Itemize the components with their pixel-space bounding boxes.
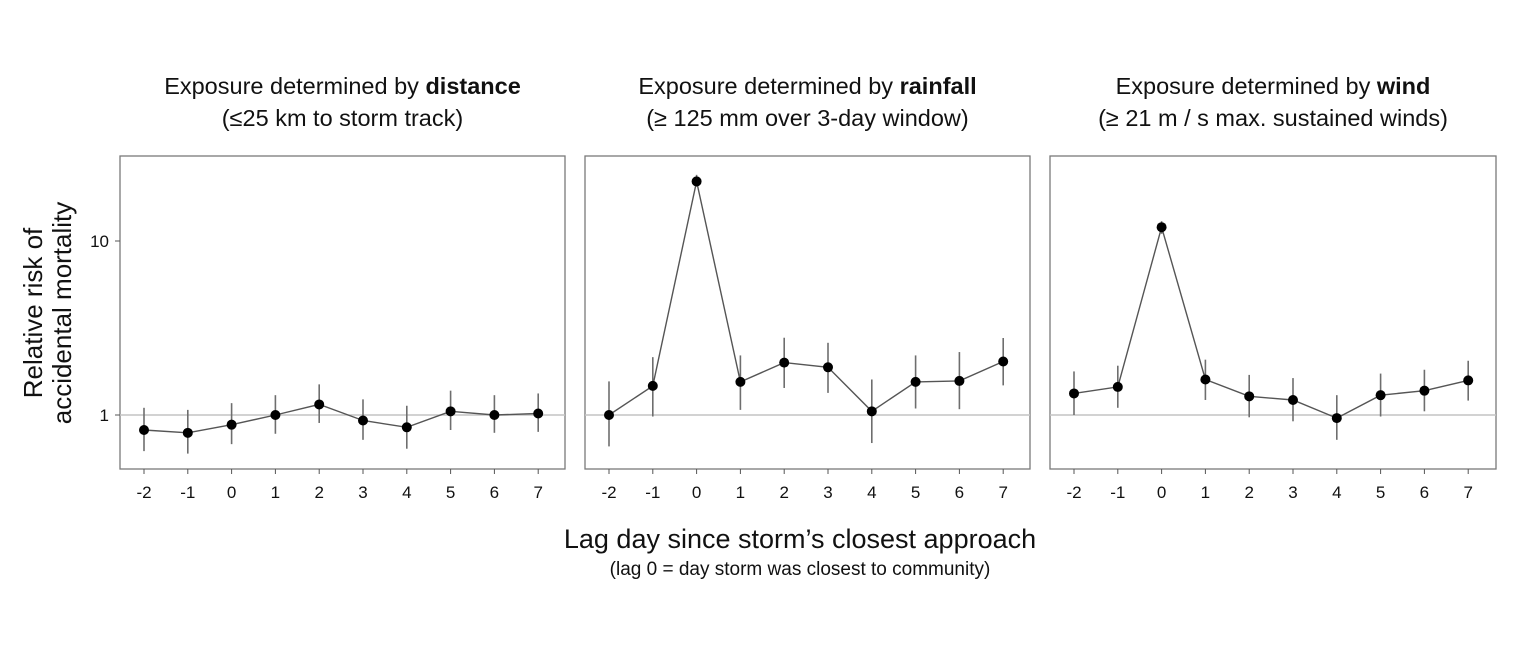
panel-title: Exposure determined by rainfall	[638, 73, 976, 99]
data-point	[1288, 394, 1298, 405]
data-point	[691, 176, 702, 187]
x-tick-label: 4	[867, 483, 876, 502]
data-point	[1463, 375, 1474, 386]
x-tick-label: 4	[1332, 483, 1341, 502]
data-point	[1156, 222, 1167, 233]
y-tick-label: 1	[100, 406, 109, 425]
data-point	[910, 376, 921, 387]
x-tick-label: -1	[1110, 483, 1125, 502]
x-tick-label: 2	[314, 483, 323, 502]
data-point	[314, 399, 325, 410]
x-tick-label: 4	[402, 483, 411, 502]
x-tick-label: -2	[1066, 483, 1081, 502]
data-point	[998, 356, 1009, 367]
data-point	[1331, 413, 1342, 424]
data-point	[1244, 391, 1255, 402]
x-tick-label: 1	[1201, 483, 1210, 502]
x-tick-label: -2	[136, 483, 151, 502]
data-point	[1375, 390, 1386, 401]
series-line	[608, 181, 1004, 416]
data-point	[1112, 381, 1123, 392]
data-point	[604, 410, 614, 420]
x-tick-label: 7	[998, 483, 1007, 502]
data-point	[866, 406, 877, 417]
data-point	[182, 427, 193, 438]
x-tick-label: 3	[823, 483, 832, 502]
panel-wind: Exposure determined by wind (≥ 21 m / s m…	[1049, 73, 1497, 502]
x-tick-label: -1	[645, 483, 660, 502]
data-point	[779, 357, 790, 368]
y-axis-label-line2: accidental mortality	[47, 202, 77, 425]
x-tick-label: 1	[271, 483, 280, 502]
x-tick-label: 6	[1420, 483, 1429, 502]
panel-frame	[119, 155, 566, 470]
y-axis-label: Relative risk of accidental mortality	[18, 202, 77, 425]
x-tick-label: 2	[779, 483, 788, 502]
data-point	[647, 380, 658, 391]
x-tick-label: 5	[446, 483, 455, 502]
data-point	[823, 362, 833, 373]
panel-distance: Exposure determined by distance (≤25 km t…	[90, 73, 566, 502]
panel-frame	[1049, 155, 1497, 470]
x-tick-label: -1	[180, 483, 195, 502]
x-tick-label: -2	[601, 483, 616, 502]
data-point	[533, 408, 544, 419]
panel-title: Exposure determined by wind	[1116, 73, 1431, 99]
panel-title-prefix: Exposure determined by	[1116, 73, 1377, 99]
y-tick-label: 10	[90, 232, 109, 251]
x-tick-label: 2	[1244, 483, 1253, 502]
panel-title-prefix: Exposure determined by	[638, 73, 899, 99]
x-tick-label: 3	[358, 483, 367, 502]
x-axis-note: (lag 0 = day storm was closest to commun…	[610, 559, 991, 580]
x-tick-label: 6	[955, 483, 964, 502]
panel-subtitle: (≥ 125 mm over 3-day window)	[646, 105, 968, 131]
data-point	[401, 422, 412, 433]
data-point	[1419, 385, 1430, 396]
data-point	[1069, 388, 1079, 399]
series-line	[1073, 224, 1469, 419]
series-line	[143, 403, 539, 434]
panel-title-bold: rainfall	[900, 73, 977, 99]
y-axis-label-line1: Relative risk of	[18, 227, 48, 398]
panel-title-bold: distance	[425, 73, 520, 99]
data-point	[445, 406, 456, 417]
panel-subtitle: (≤25 km to storm track)	[222, 105, 463, 131]
x-tick-label: 1	[736, 483, 745, 502]
panel-subtitle: (≥ 21 m / s max. sustained winds)	[1098, 105, 1448, 131]
panel-rainfall: Exposure determined by rainfall (≥ 125 mm…	[584, 73, 1031, 502]
x-tick-label: 7	[1463, 483, 1472, 502]
x-tick-label: 7	[533, 483, 542, 502]
data-point	[270, 410, 281, 420]
data-point	[358, 415, 368, 426]
x-axis-label: Lag day since storm’s closest approach	[564, 524, 1036, 554]
data-point	[226, 419, 237, 430]
data-point	[139, 424, 149, 435]
panel-frame	[584, 155, 1031, 470]
panel-title-prefix: Exposure determined by	[164, 73, 425, 99]
panel-title-bold: wind	[1376, 73, 1431, 99]
x-tick-label: 0	[227, 483, 236, 502]
x-tick-label: 5	[911, 483, 920, 502]
data-point	[735, 376, 746, 387]
data-point	[1200, 374, 1211, 385]
x-tick-label: 3	[1288, 483, 1297, 502]
x-tick-label: 0	[1157, 483, 1166, 502]
panel-title: Exposure determined by distance	[164, 73, 521, 99]
data-point	[489, 410, 500, 420]
data-point	[954, 375, 965, 386]
x-tick-label: 6	[490, 483, 499, 502]
x-tick-label: 5	[1376, 483, 1385, 502]
panels: Exposure determined by distance (≤25 km t…	[90, 73, 1497, 502]
x-tick-label: 0	[692, 483, 701, 502]
